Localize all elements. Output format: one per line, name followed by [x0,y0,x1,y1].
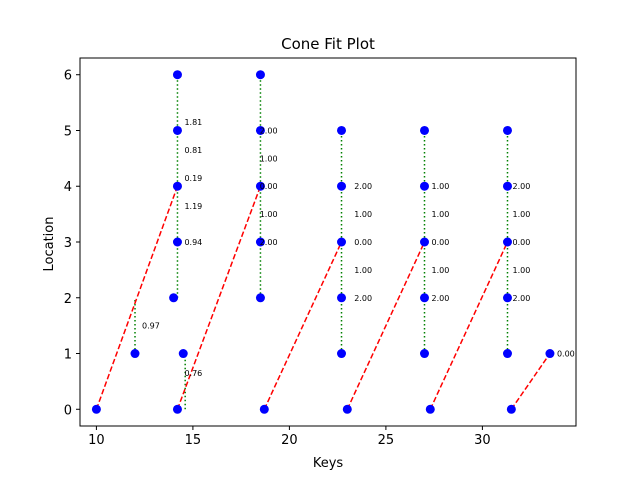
data-point-4 [172,181,182,191]
y-tick-label-3: 3 [64,236,72,251]
data-point-11 [255,181,265,191]
data-point-18 [337,181,347,191]
data-point-6 [172,70,182,80]
data-point-31 [502,125,512,135]
segment-label-14: 0.00 [354,238,372,247]
fit-line-3 [346,241,426,410]
data-point-33 [545,349,555,359]
y-tick-label-2: 2 [64,292,72,307]
segment-label-7: 2.00 [260,238,278,247]
data-point-27 [502,349,512,359]
segment-label-13: 1.00 [354,266,372,275]
y-tick-label-6: 6 [64,69,72,84]
segment-label-5: 0.81 [184,146,202,155]
segment-label-24: 0.00 [513,238,531,247]
data-point-20 [342,404,352,414]
x-tick-label-4: 30 [474,433,491,448]
data-point-7 [172,404,182,414]
segment-label-3: 1.19 [184,202,202,211]
segment-label-25: 1.00 [513,210,531,219]
segment-label-21: 1.00 [431,182,449,191]
y-tick-label-0: 0 [64,403,72,418]
segment-label-16: 2.00 [354,182,372,191]
y-tick-label-4: 4 [64,180,72,195]
segment-label-10: 1.00 [260,154,278,163]
data-point-25 [419,125,429,135]
segment-label-1: 0.76 [184,369,202,378]
segment-label-4: 0.19 [184,174,202,183]
chart-title: Cone Fit Plot [281,35,375,53]
segment-label-11: 2.00 [260,126,278,135]
data-point-0 [91,404,101,414]
segment-label-8: 1.00 [260,210,278,219]
segment-label-15: 1.00 [354,210,372,219]
x-tick-label-3: 25 [378,433,395,448]
data-point-30 [502,181,512,191]
x-axis-title: Keys [313,456,344,471]
data-point-2 [169,293,179,303]
data-point-21 [419,349,429,359]
x-tick-label-2: 20 [281,433,298,448]
data-point-15 [337,349,347,359]
segment-label-2: 0.94 [184,238,202,247]
plot-area: 0.97 0.76 0.94 1.19 0.19 0.81 1.81 2.00 1.00 0.00… [64,57,577,448]
y-tick-label-1: 1 [64,348,72,363]
fit-line-4 [429,241,509,410]
segment-label-6: 1.81 [184,118,202,127]
data-point-1 [130,349,140,359]
data-point-8 [178,349,188,359]
fit-line-2 [263,241,343,410]
segment-label-17: 2.00 [431,294,449,303]
x-tick-label-1: 15 [185,433,202,448]
data-point-24 [419,181,429,191]
segment-label-20: 1.00 [431,210,449,219]
data-point-13 [255,70,265,80]
y-axis-title: Location [42,217,57,272]
segment-label-12: 2.00 [354,294,372,303]
data-point-9 [255,293,265,303]
data-point-32 [506,404,516,414]
segment-label-18: 1.00 [431,266,449,275]
segment-label-19: 0.00 [431,238,449,247]
segment-label-22: 2.00 [513,294,531,303]
segment-label-26: 2.00 [513,182,531,191]
x-tick-label-0: 10 [88,433,105,448]
data-point-10 [255,237,265,247]
data-point-3 [172,237,182,247]
segment-label-23: 1.00 [513,266,531,275]
segment-label-9: 0.00 [260,182,278,191]
segment-label-27: 0.00 [557,350,575,359]
data-point-28 [502,293,512,303]
data-point-14 [259,404,269,414]
data-point-26 [425,404,435,414]
data-point-16 [337,293,347,303]
y-tick-label-5: 5 [64,124,72,139]
data-point-12 [255,125,265,135]
segment-label-0: 0.97 [142,322,160,331]
data-point-29 [502,237,512,247]
data-point-17 [337,237,347,247]
fit-line-5 [510,353,551,410]
data-point-19 [337,125,347,135]
data-point-23 [419,237,429,247]
data-point-22 [419,293,429,303]
data-point-5 [172,125,182,135]
